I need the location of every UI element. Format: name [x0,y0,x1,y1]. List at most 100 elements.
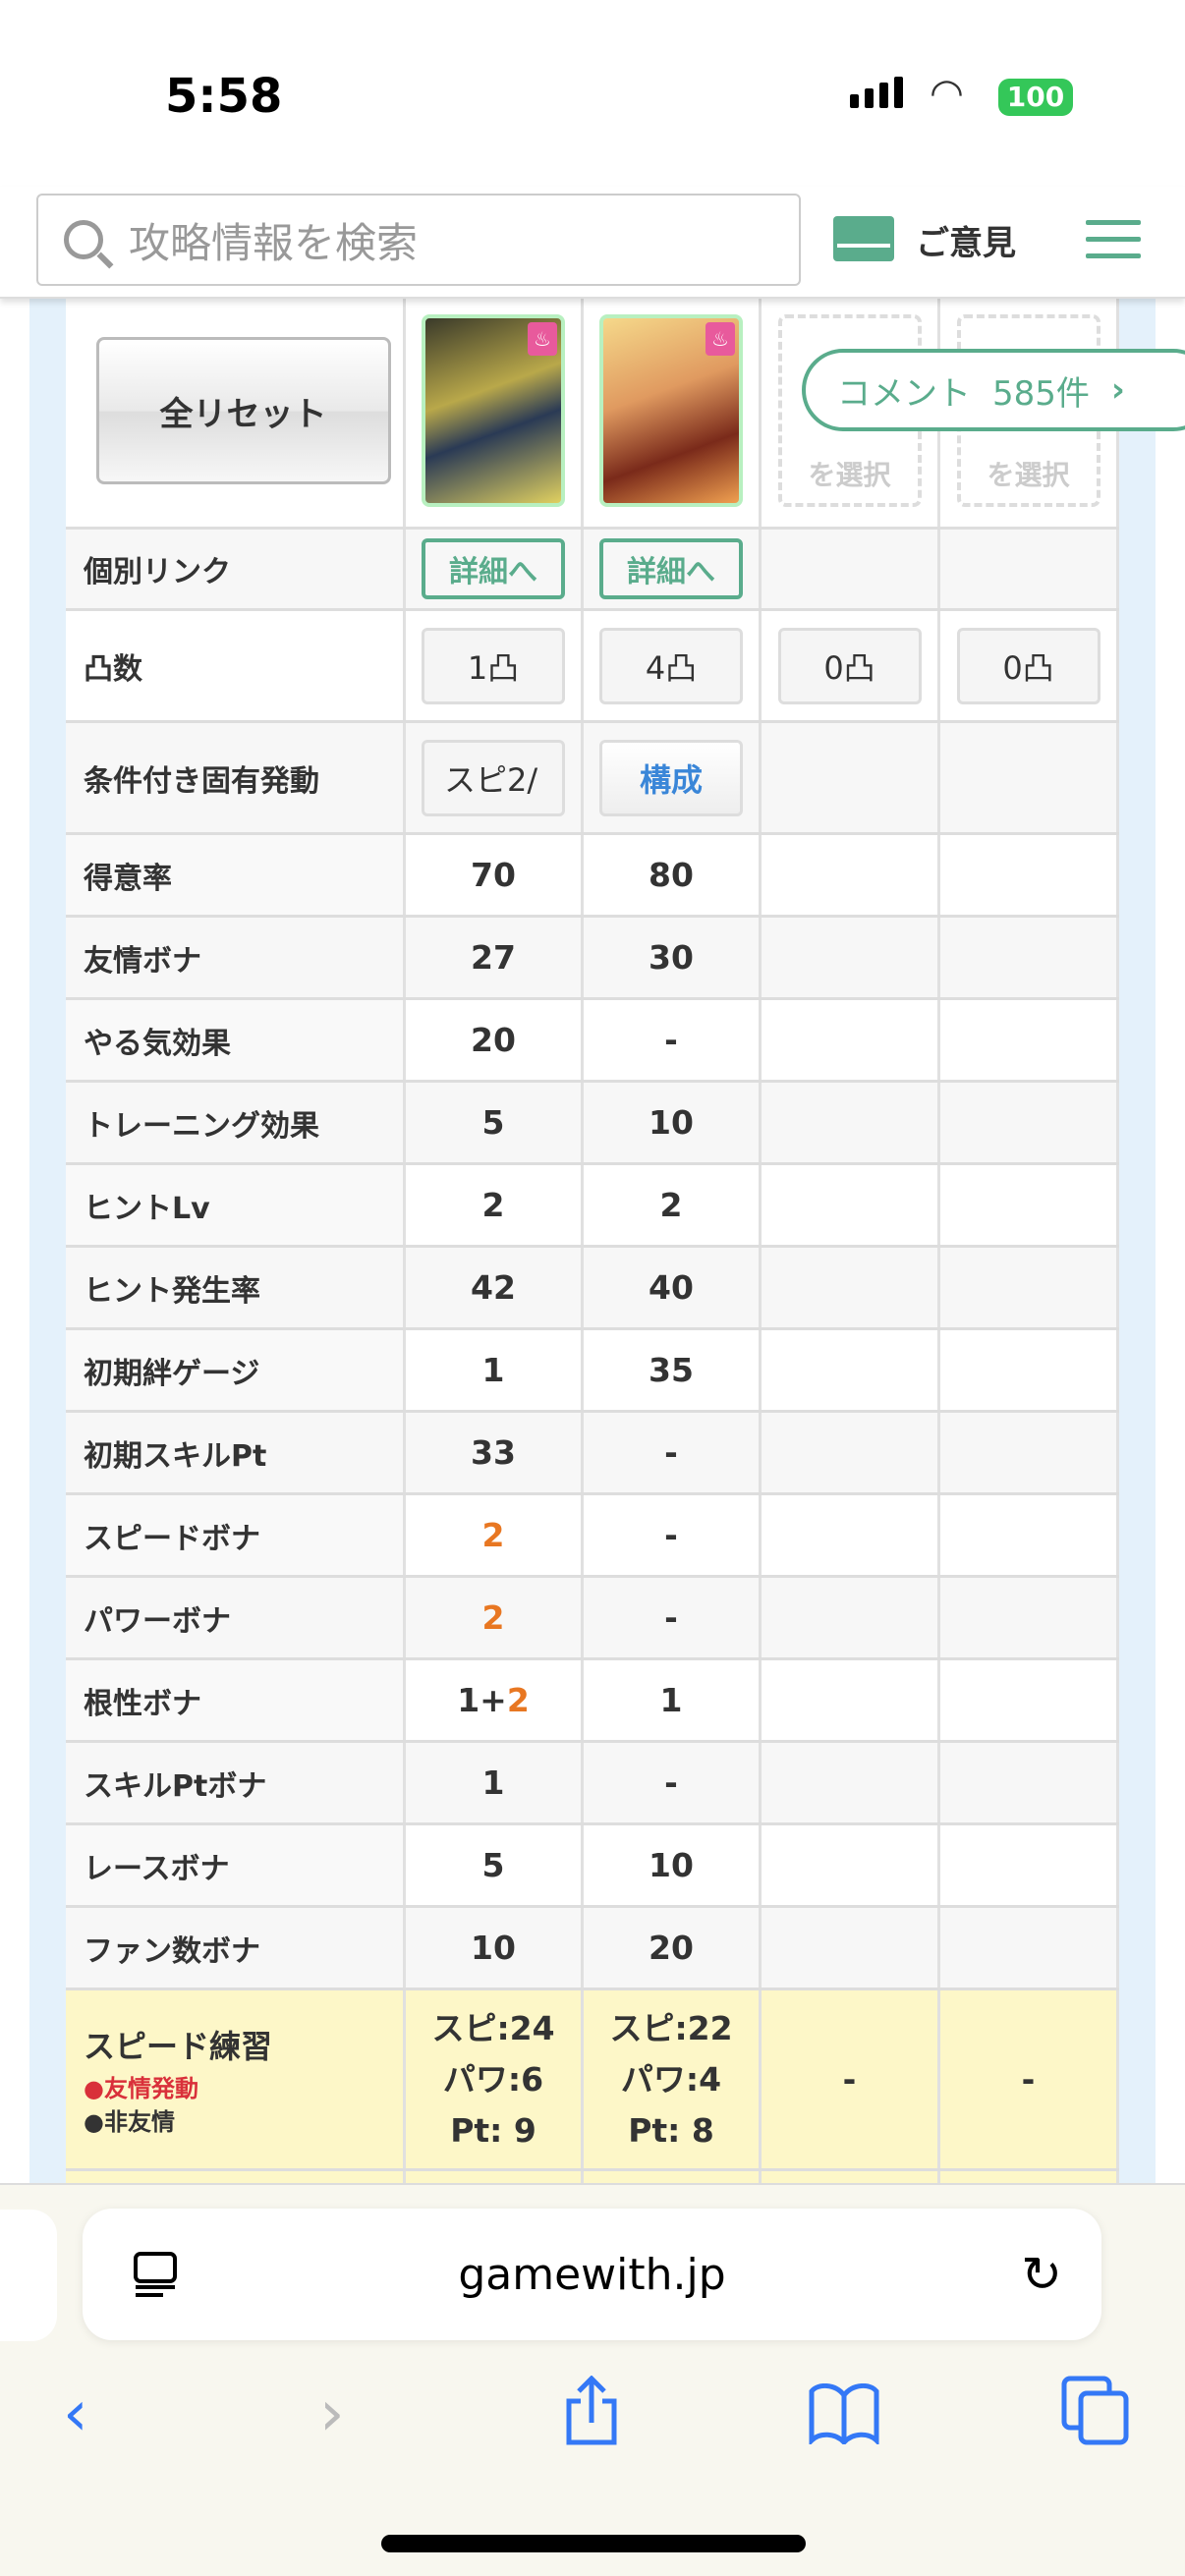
value-text: 1 [481,1764,505,1802]
value-text: - [664,1516,678,1554]
value-text: - [664,1433,678,1472]
row-value: - [584,1578,762,1657]
search-input[interactable]: 攻略情報を検索 [36,194,801,286]
row-value: - [584,1743,762,1822]
condition-select-1[interactable]: スピ2/ [422,739,565,816]
row-value: 2 [406,1495,584,1575]
table-row: ファン数ボナ 10 20 [66,1908,1119,1990]
training-value: Pt: 9 [450,2110,536,2150]
row-value [762,835,940,915]
row-label: 初期スキルPt [66,1413,406,1492]
row-value: 1 [406,1743,584,1822]
table-row: スキルPtボナ 1 - [66,1743,1119,1825]
previous-tab-pill[interactable] [0,2210,57,2341]
comment-button[interactable]: コメント 585件 › [802,349,1185,431]
training-value: スピ:22 [609,2008,733,2047]
row-value [940,1165,1119,1245]
cellular-signal-icon [850,77,903,108]
limit-break-select-3[interactable]: 0凸 [777,627,922,704]
row-value [940,1330,1119,1410]
forward-icon[interactable]: › [319,2378,345,2450]
table-row: やる気効果 20 - [66,1000,1119,1083]
table-row: ヒントLv 2 2 [66,1165,1119,1248]
training-value: パワ:4 [620,2059,722,2099]
support-card-comparison-table: 全リセット ♨ ♨ を選択 を選択 個別リンク 詳細へ 詳細へ 凸数 1凸 4凸… [66,295,1119,2230]
row-value: 80 [584,835,762,915]
value-text: - [664,1598,678,1637]
value-text: 5 [481,1103,505,1142]
row-label: やる気効果 [66,1000,406,1080]
value-text: 20 [471,1021,516,1059]
tabs-icon[interactable] [1061,2376,1130,2446]
value-text: 10 [471,1929,516,1967]
row-value [762,1578,940,1657]
row-label: 凸数 [66,611,406,720]
support-card-1[interactable]: ♨ [422,314,565,507]
bonus-value: 2 [481,1598,505,1637]
share-icon[interactable] [563,2376,620,2446]
row-value [940,1825,1119,1905]
row-label: パワーボナ [66,1578,406,1657]
bookmarks-icon[interactable] [808,2383,880,2444]
row-value: 10 [584,1083,762,1162]
row-value: 70 [406,835,584,915]
row-label: 初期絆ゲージ [66,1330,406,1410]
table-row: トレーニング効果 5 10 [66,1083,1119,1165]
value-text: 27 [471,938,516,977]
row-value: 2 [406,1165,584,1245]
limit-break-select-4[interactable]: 0凸 [956,627,1100,704]
hamburger-menu-icon[interactable] [1086,220,1141,270]
training-value: スピ:24 [431,2008,555,2047]
row-value: 10 [406,1908,584,1988]
address-bar[interactable]: gamewith.jp ↻ [83,2209,1101,2340]
row-value [940,918,1119,997]
row-value [940,1000,1119,1080]
back-icon[interactable]: ‹ [63,2378,88,2450]
row-value [762,1330,940,1410]
limit-break-select-2[interactable]: 4凸 [599,627,743,704]
limit-break-select-1[interactable]: 1凸 [422,627,565,704]
value-text: 2 [481,1186,505,1224]
row-value [762,1165,940,1245]
row-value: 40 [584,1248,762,1327]
row-label: ファン数ボナ [66,1908,406,1988]
mail-icon[interactable] [833,216,894,261]
row-label: スピード練習 [84,2027,273,2065]
page-menu-icon[interactable] [134,2252,177,2299]
row-value: 5 [406,1825,584,1905]
training-value: パワ:6 [442,2059,544,2099]
detail-link-2[interactable]: 詳細へ [599,538,743,599]
search-icon [64,220,103,259]
row-value: 2 [406,1578,584,1657]
row-value [762,1000,940,1080]
search-placeholder: 攻略情報を検索 [129,218,419,267]
reload-icon[interactable]: ↻ [1021,2246,1062,2303]
value-text: 10 [649,1846,694,1884]
row-value: 10 [584,1825,762,1905]
row-label: レースボナ [66,1825,406,1905]
feedback-link[interactable]: ご意見 [916,224,1016,263]
row-value [762,1495,940,1575]
row-value [762,1660,940,1740]
composition-button[interactable]: 構成 [599,739,743,816]
value-text: 33 [471,1433,516,1472]
reset-all-button[interactable]: 全リセット [95,337,391,484]
support-card-2[interactable]: ♨ [599,314,743,507]
row-value: 1 [584,1660,762,1740]
table-row: レースボナ 5 10 [66,1825,1119,1908]
value-text: 2 [659,1186,683,1224]
table-row: 友情ボナ 27 30 [66,918,1119,1000]
row-label: スキルPtボナ [66,1743,406,1822]
row-value: 20 [406,1000,584,1080]
row-value [762,1413,940,1492]
row-label: トレーニング効果 [66,1083,406,1162]
value-text: 1+ [457,1681,507,1719]
row-value: - [584,1000,762,1080]
row-value: 1 [406,1330,584,1410]
detail-link-1[interactable]: 詳細へ [422,538,565,599]
training-value: - [1021,2059,1036,2099]
row-value: - [584,1495,762,1575]
row-label: 友情ボナ [66,918,406,997]
row-value [940,1660,1119,1740]
value-text: - [664,1764,678,1802]
